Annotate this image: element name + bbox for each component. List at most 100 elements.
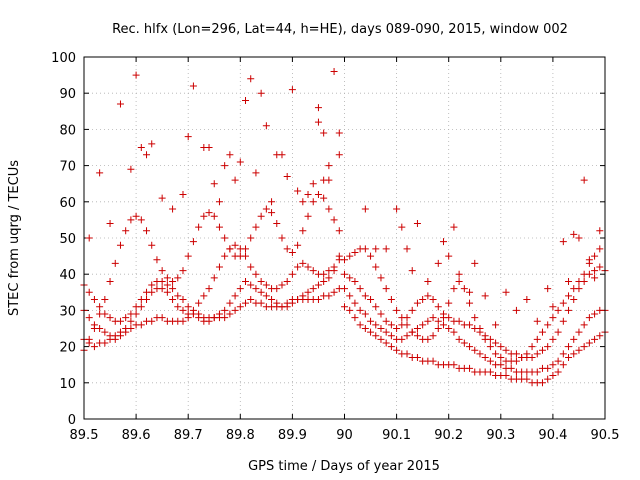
data-point [304, 263, 312, 271]
data-point [512, 350, 520, 358]
data-point [309, 285, 317, 293]
data-point [236, 252, 244, 260]
data-point [210, 212, 218, 220]
x-tick-label: 90.4 [538, 428, 567, 443]
data-point [377, 335, 385, 343]
data-point [393, 205, 401, 213]
data-point [387, 332, 395, 340]
data-point [466, 321, 474, 329]
data-point [335, 129, 343, 137]
data-point [544, 321, 552, 329]
data-point [351, 277, 359, 285]
grid-lines [84, 57, 605, 419]
x-tick-label: 89.9 [278, 428, 307, 443]
data-point [351, 299, 359, 307]
data-point [116, 100, 124, 108]
data-point [502, 372, 510, 380]
data-point [408, 306, 416, 314]
data-point [346, 292, 354, 300]
data-point [184, 310, 192, 318]
data-point [382, 328, 390, 336]
data-point [101, 339, 109, 347]
data-point [304, 191, 312, 199]
data-point [408, 328, 416, 336]
x-tick-label: 89.6 [122, 428, 151, 443]
x-axis-label: GPS time / Days of year 2015 [248, 459, 440, 474]
data-point [596, 227, 604, 235]
data-point [559, 317, 567, 325]
data-point [549, 361, 557, 369]
data-point [106, 220, 114, 228]
data-point [257, 212, 265, 220]
data-point [283, 277, 291, 285]
data-point [434, 325, 442, 332]
data-point [570, 350, 578, 358]
data-point [455, 277, 463, 285]
data-point [471, 259, 479, 267]
data-point [116, 241, 124, 249]
data-point [163, 281, 171, 289]
data-point [549, 303, 557, 311]
y-tick-label: 30 [59, 304, 76, 319]
data-point [268, 296, 276, 304]
data-point [143, 227, 151, 235]
data-point [580, 176, 588, 184]
data-point [429, 332, 437, 340]
data-point [320, 194, 328, 202]
data-point [268, 198, 276, 206]
data-point [554, 306, 562, 314]
data-point [111, 332, 119, 340]
data-point [518, 353, 526, 361]
data-point [247, 281, 255, 289]
data-point [195, 223, 203, 231]
data-point [538, 379, 546, 387]
data-point [476, 325, 484, 332]
data-point [278, 281, 286, 289]
y-tick-label: 0 [68, 413, 76, 428]
data-point [533, 335, 541, 343]
data-point [174, 292, 182, 300]
data-point [434, 317, 442, 325]
data-point [85, 335, 93, 343]
data-point [278, 151, 286, 159]
data-point [554, 357, 562, 365]
data-point [236, 158, 244, 166]
data-point [179, 267, 187, 275]
data-point [148, 317, 156, 325]
data-point [189, 306, 197, 314]
y-tick-label: 90 [59, 87, 76, 102]
data-point [299, 259, 307, 267]
data-point [247, 296, 255, 304]
data-point [205, 209, 213, 217]
data-point [585, 314, 593, 322]
data-point [554, 328, 562, 336]
data-point [184, 252, 192, 260]
data-point [367, 317, 375, 325]
data-point [90, 296, 98, 304]
data-point [132, 71, 140, 79]
data-point [163, 274, 171, 282]
data-point [372, 245, 380, 253]
data-point [137, 303, 145, 311]
data-point [439, 321, 447, 329]
data-point [247, 263, 255, 271]
data-point [351, 248, 359, 256]
data-point [471, 314, 479, 322]
data-point [210, 180, 218, 188]
data-point [288, 270, 296, 278]
data-point [252, 270, 260, 278]
data-point [262, 122, 270, 130]
data-point [387, 296, 395, 304]
data-point [424, 277, 432, 285]
data-point [403, 332, 411, 340]
data-point [325, 162, 333, 170]
data-point [330, 216, 338, 224]
data-point [184, 303, 192, 311]
data-point [330, 263, 338, 271]
data-point [200, 212, 208, 220]
data-point [158, 194, 166, 202]
data-point [413, 353, 421, 361]
data-point [127, 216, 135, 224]
data-point [205, 144, 213, 151]
data-point [85, 288, 93, 296]
